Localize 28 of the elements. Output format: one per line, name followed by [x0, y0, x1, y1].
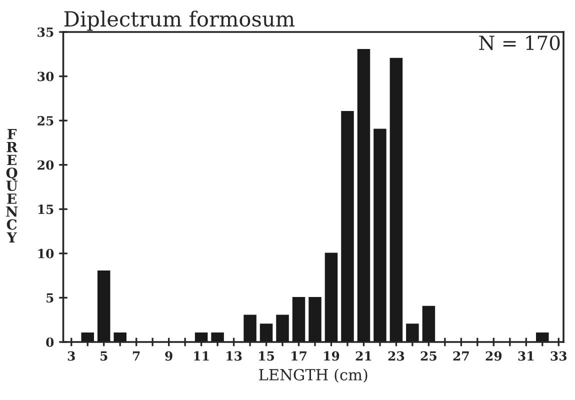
y-tick-label: 30	[38, 72, 54, 82]
x-tick-label: 33	[550, 351, 567, 361]
x-axis-title: LENGTH (cm)	[259, 368, 368, 383]
annotation: N = 170	[479, 35, 560, 50]
x-tick-label: 11	[194, 351, 209, 361]
y-tick-label: 5	[46, 293, 54, 303]
x-tick-label: 3	[68, 351, 75, 361]
y-tick-label: 35	[38, 27, 54, 37]
y-tick-label: 15	[38, 204, 54, 214]
x-tick-label: 13	[226, 351, 242, 361]
x-tick-label: 15	[259, 351, 274, 361]
y-tick-label: 10	[38, 248, 54, 258]
y-tick-label: 0	[46, 337, 54, 347]
x-tick-label: 19	[324, 351, 340, 361]
y-tick-label: 20	[38, 160, 54, 170]
x-tick-label: 7	[132, 351, 140, 361]
x-tick-label: 31	[518, 351, 534, 361]
x-tick-label: 27	[453, 351, 469, 361]
x-tick-label: 21	[356, 351, 372, 361]
x-tick-label: 5	[100, 351, 108, 361]
chart-title: Diplectrum formosum	[64, 10, 295, 31]
x-tick-label: 17	[292, 351, 306, 361]
text: FREQUENCY	[6, 129, 18, 242]
y-tick-label: 25	[38, 116, 54, 126]
x-tick-label: 9	[165, 351, 172, 361]
x-tick-label: 23	[388, 351, 404, 361]
x-tick-label: 25	[420, 351, 436, 361]
x-tick-label: 29	[486, 351, 502, 361]
